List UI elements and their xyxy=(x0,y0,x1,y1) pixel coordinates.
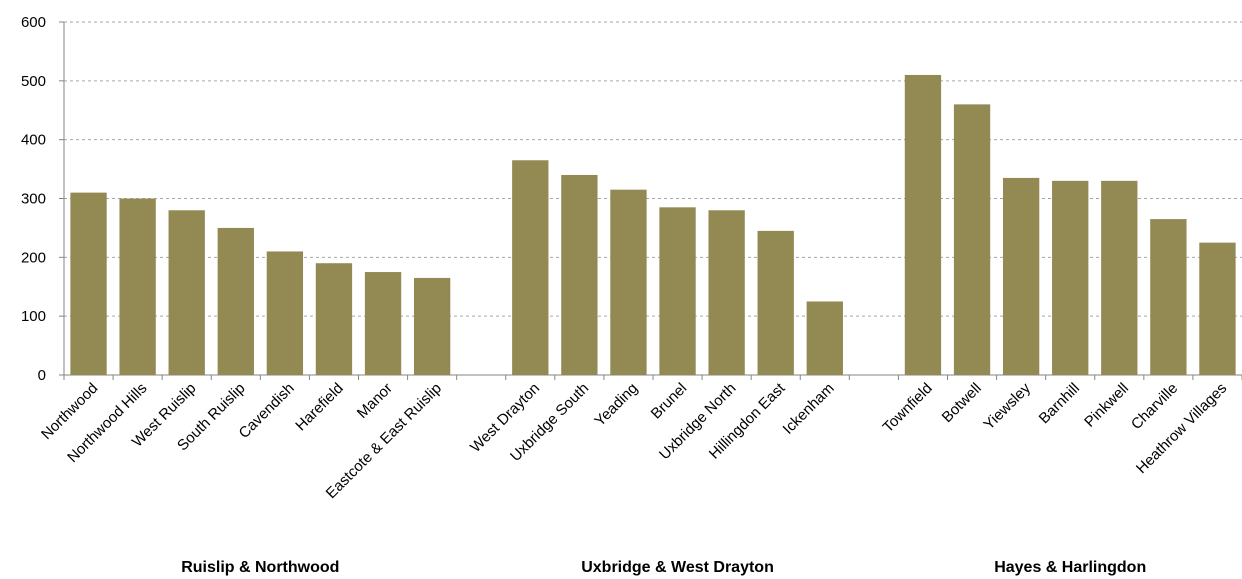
bar xyxy=(659,207,696,375)
bar xyxy=(266,251,304,375)
group-label: Uxbridge & West Drayton xyxy=(581,559,774,576)
y-tick-label: 0 xyxy=(38,367,46,384)
bar xyxy=(168,210,205,375)
bar xyxy=(119,198,156,375)
x-tick-label: Barnhill xyxy=(1036,380,1083,427)
y-tick-label: 100 xyxy=(21,308,46,325)
y-tick-label: 400 xyxy=(21,132,46,149)
bar xyxy=(1199,242,1236,375)
bar xyxy=(806,301,843,375)
x-tick-label: Harefield xyxy=(292,380,346,434)
x-tick-label: Yeading xyxy=(591,380,641,430)
y-tick-label: 300 xyxy=(21,191,46,208)
x-tick-label: Manor xyxy=(354,380,396,422)
x-tick-label: Pinkwell xyxy=(1081,380,1132,431)
bar xyxy=(1150,219,1187,375)
bar xyxy=(413,277,451,375)
bar xyxy=(757,230,794,375)
bar xyxy=(708,210,745,375)
bar xyxy=(315,263,353,375)
bar xyxy=(512,160,549,375)
bar xyxy=(561,174,598,375)
y-tick-label: 600 xyxy=(21,14,46,31)
bar xyxy=(610,189,647,375)
x-tick-label: Ickenham xyxy=(780,380,838,438)
bar xyxy=(217,227,254,375)
bar xyxy=(904,74,942,375)
group-label: Hayes & Harlingdon xyxy=(994,559,1146,576)
group-label: Ruislip & Northwood xyxy=(181,559,339,576)
x-tick-label: Brunel xyxy=(648,380,691,423)
bar xyxy=(953,104,991,375)
bar xyxy=(1101,180,1138,375)
x-tick-label: Heathrow Villages xyxy=(1133,380,1230,477)
bar xyxy=(364,272,402,375)
x-tick-label: Botwell xyxy=(939,380,985,426)
bar xyxy=(1002,177,1040,375)
x-tick-label: Yiewsley xyxy=(980,379,1034,433)
y-tick-label: 200 xyxy=(21,249,46,266)
y-tick-label: 500 xyxy=(21,73,46,90)
x-tick-label: Townfield xyxy=(880,380,936,436)
bar xyxy=(1052,180,1089,375)
bar xyxy=(70,192,107,375)
